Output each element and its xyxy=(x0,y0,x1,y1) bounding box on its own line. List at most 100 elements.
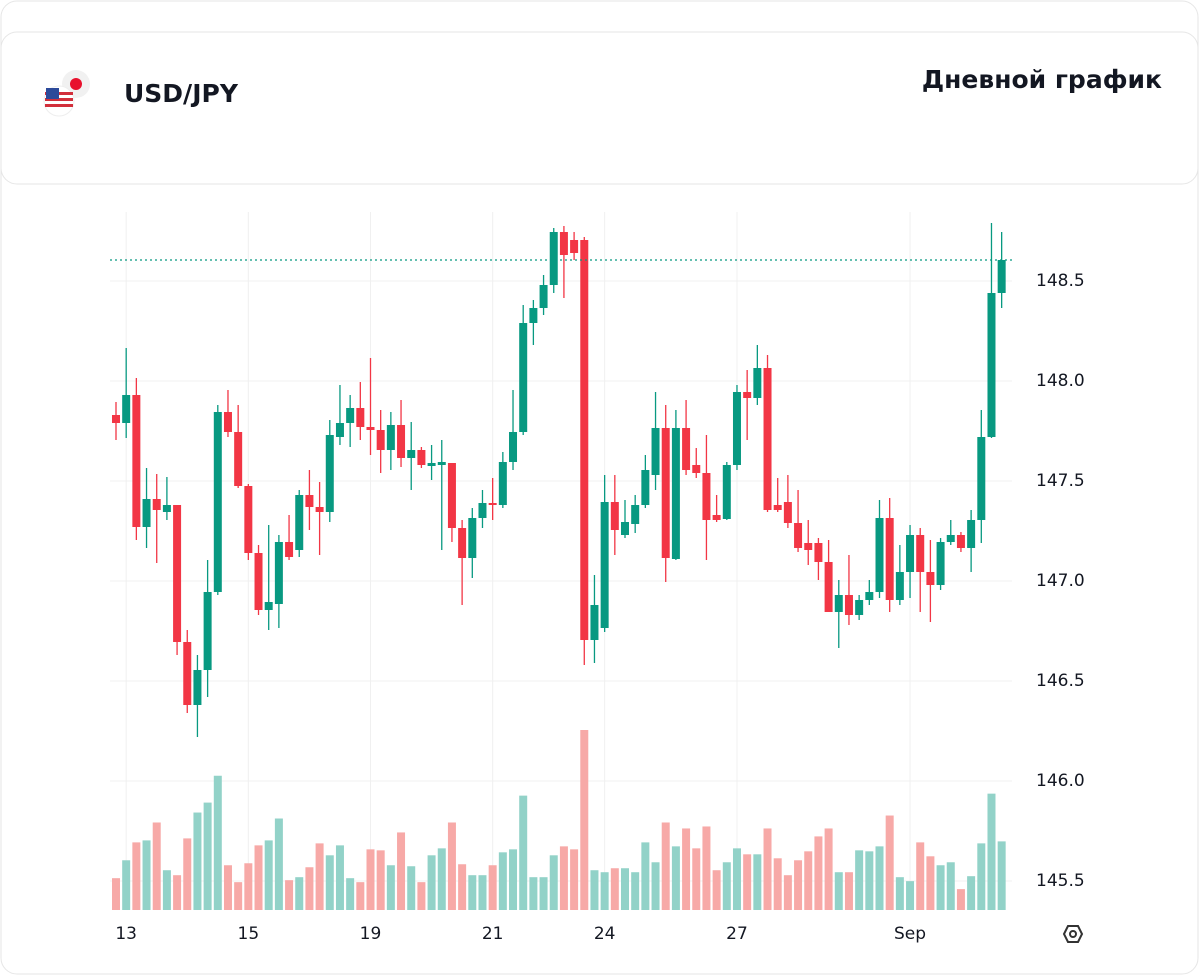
y-tick-label: 146.0 xyxy=(1036,771,1085,791)
candle-body xyxy=(234,432,243,486)
candle-body xyxy=(539,285,548,308)
x-tick-label: 13 xyxy=(115,924,137,944)
volume-bar xyxy=(753,854,762,910)
candle-body xyxy=(295,495,304,550)
candle-body xyxy=(590,605,599,640)
candle-body xyxy=(285,542,294,557)
volume-bar xyxy=(580,730,589,910)
volume-bar xyxy=(193,812,202,910)
volume-bar xyxy=(824,828,833,910)
candle-body xyxy=(651,428,660,475)
candle-body xyxy=(407,450,416,458)
candle-body xyxy=(152,499,161,510)
y-tick-label: 148.5 xyxy=(1036,271,1085,291)
candle-body xyxy=(132,395,141,527)
candle-body xyxy=(763,368,772,510)
volume-bar xyxy=(376,850,385,910)
chart-title: USD/JPY xyxy=(124,79,239,108)
candle-body xyxy=(753,368,762,398)
volume-bar xyxy=(794,860,803,910)
volume-bar xyxy=(254,845,263,910)
candle-body xyxy=(427,463,436,466)
candle-body xyxy=(732,392,741,465)
candle-body xyxy=(366,427,375,430)
candle-body xyxy=(936,542,945,585)
volume-bar xyxy=(743,854,752,910)
candle-body xyxy=(692,465,701,473)
volume-bar xyxy=(590,870,599,910)
candle-body xyxy=(834,595,843,612)
volume-bar xyxy=(956,889,965,910)
volume-bar xyxy=(142,840,151,910)
header-card xyxy=(0,31,1199,185)
candle-body xyxy=(967,520,976,548)
candle-body xyxy=(213,412,222,592)
volume-bar xyxy=(346,878,355,910)
volume-bar xyxy=(559,846,568,910)
candle-body xyxy=(335,423,344,437)
volume-bar xyxy=(865,851,874,910)
candle-body xyxy=(203,592,212,670)
volume-bar xyxy=(417,882,426,910)
volume-bar xyxy=(916,842,925,910)
volume-bar xyxy=(702,826,711,910)
candle-body xyxy=(112,415,120,423)
candle-body xyxy=(254,553,263,610)
y-tick-label: 147.5 xyxy=(1036,471,1085,491)
volume-bar xyxy=(773,858,782,910)
volume-bar xyxy=(885,815,894,910)
candle-body xyxy=(274,542,283,604)
volume-bar xyxy=(610,868,619,910)
candle-body xyxy=(600,502,609,628)
volume-bar xyxy=(570,849,579,910)
volume-bar xyxy=(895,877,904,910)
candle-body xyxy=(376,430,385,450)
candle-body xyxy=(529,308,538,323)
candle-body xyxy=(783,502,792,523)
x-tick-label: Sep xyxy=(894,924,926,944)
candle-body xyxy=(386,425,395,450)
candle-body xyxy=(926,572,935,585)
candle-body xyxy=(631,505,640,524)
x-tick-label: 19 xyxy=(360,924,382,944)
volume-bar xyxy=(722,862,731,910)
volume-bar xyxy=(203,802,212,910)
volume-bar xyxy=(122,860,131,910)
volume-bar xyxy=(946,862,955,910)
settings-icon[interactable] xyxy=(1062,925,1084,943)
candle-body xyxy=(580,240,589,640)
volume-bar xyxy=(112,878,120,910)
candle-body xyxy=(712,515,721,520)
volume-bar xyxy=(488,865,497,910)
candle-body xyxy=(458,528,467,558)
candle-body xyxy=(346,408,355,423)
candle-body xyxy=(875,518,884,592)
candle-body xyxy=(397,425,406,458)
y-tick-label: 145.5 xyxy=(1036,871,1085,891)
y-tick-label: 147.0 xyxy=(1036,571,1085,591)
candle-body xyxy=(173,505,182,642)
volume-bar xyxy=(447,822,456,910)
candle-body xyxy=(906,535,915,572)
candle-body xyxy=(183,642,192,705)
volume-bar xyxy=(264,840,273,910)
candle-body xyxy=(244,486,253,553)
candle-body xyxy=(193,670,202,705)
volume-bar xyxy=(295,877,304,910)
volume-bar xyxy=(498,852,507,910)
candle-body xyxy=(855,600,864,615)
volume-bar xyxy=(397,832,406,910)
candle-body xyxy=(610,502,619,530)
volume-bar xyxy=(977,843,986,910)
candle-body xyxy=(885,518,894,600)
volume-bar xyxy=(855,850,864,910)
volume-bar xyxy=(987,793,996,910)
volume-bar xyxy=(906,881,915,910)
volume-bar xyxy=(407,866,416,910)
volume-bar xyxy=(936,865,945,910)
volume-bar xyxy=(641,842,650,910)
candle-body xyxy=(559,232,568,255)
volume-bar xyxy=(875,846,884,910)
candle-body xyxy=(641,470,650,505)
